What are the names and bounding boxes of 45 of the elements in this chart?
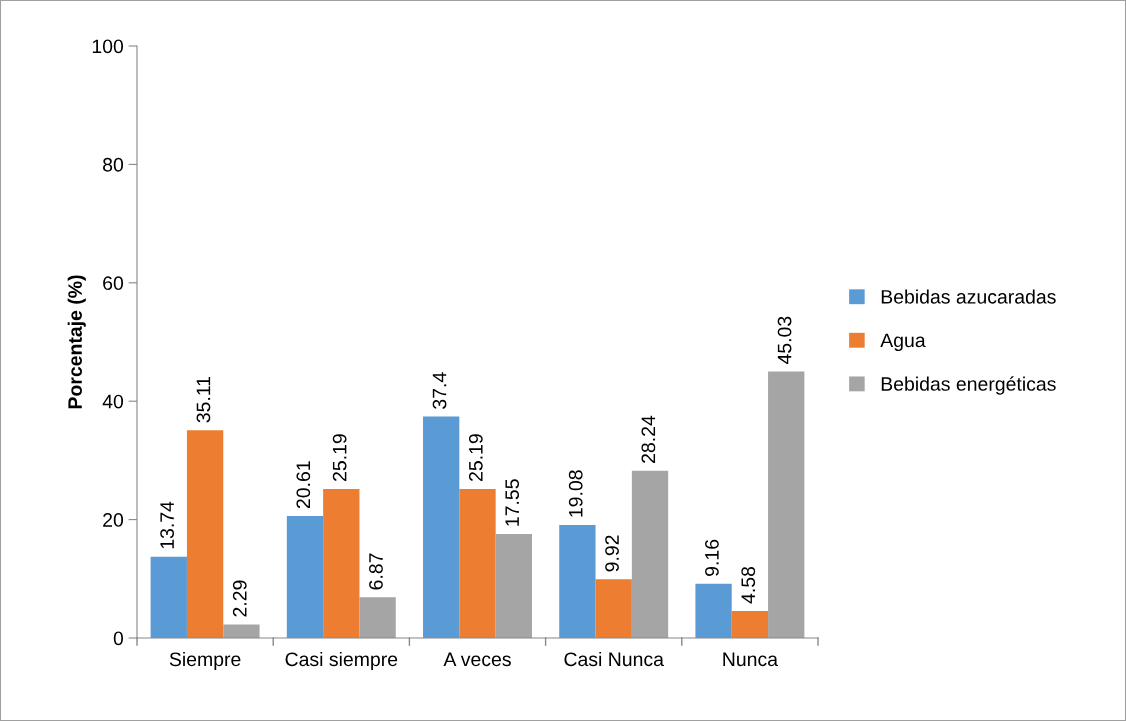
bar (695, 583, 732, 638)
data-label: 25.19 (332, 434, 347, 481)
bar (150, 556, 187, 638)
data-label: 6.87 (369, 553, 383, 590)
y-tick-label: 0 (113, 631, 124, 646)
x-tick-label: Siempre (169, 651, 241, 671)
bar (559, 525, 596, 638)
y-tick-label: 40 (102, 394, 124, 409)
y-tick-label: 100 (92, 39, 124, 54)
y-tick-label: 80 (103, 157, 124, 172)
data-label: 17.55 (505, 479, 520, 526)
data-label: 45.03 (777, 316, 792, 365)
data-label: 4.58 (741, 566, 756, 604)
bar (631, 470, 669, 638)
y-axis-title: Porcentaje (%) (67, 275, 86, 409)
bar (223, 624, 260, 638)
data-label: 37.4 (432, 372, 447, 409)
bar (595, 579, 632, 638)
data-label: 2.29 (232, 580, 247, 617)
x-tick-label: Nunca (723, 652, 778, 667)
bar (186, 430, 224, 638)
data-label: 9.16 (705, 539, 719, 576)
bar (423, 416, 460, 638)
data-label: 35.11 (196, 376, 211, 423)
x-tick-label: Casi Nunca (564, 651, 664, 667)
bar (768, 371, 805, 638)
bar (495, 534, 532, 638)
bar (323, 488, 360, 638)
data-label: 28.24 (641, 415, 656, 463)
data-label: 19.08 (568, 470, 583, 517)
legend-label: Bebidas energéticas (881, 376, 1056, 395)
data-label: 9.92 (605, 535, 619, 572)
legend-label: Agua (880, 333, 926, 352)
y-tick-label: 20 (103, 513, 124, 527)
legend-label: Bebidas azucaradas (881, 289, 1056, 304)
bar (286, 515, 324, 638)
bar (359, 597, 396, 638)
bar (731, 610, 769, 638)
x-tick-label: Casi siempre (285, 651, 398, 671)
y-tick-label: 60 (103, 276, 124, 291)
data-label: 25.19 (468, 434, 483, 481)
bar (459, 488, 496, 638)
x-tick-label: A veces (443, 652, 511, 667)
data-label: 13.74 (160, 501, 174, 549)
data-label: 20.61 (296, 461, 311, 509)
